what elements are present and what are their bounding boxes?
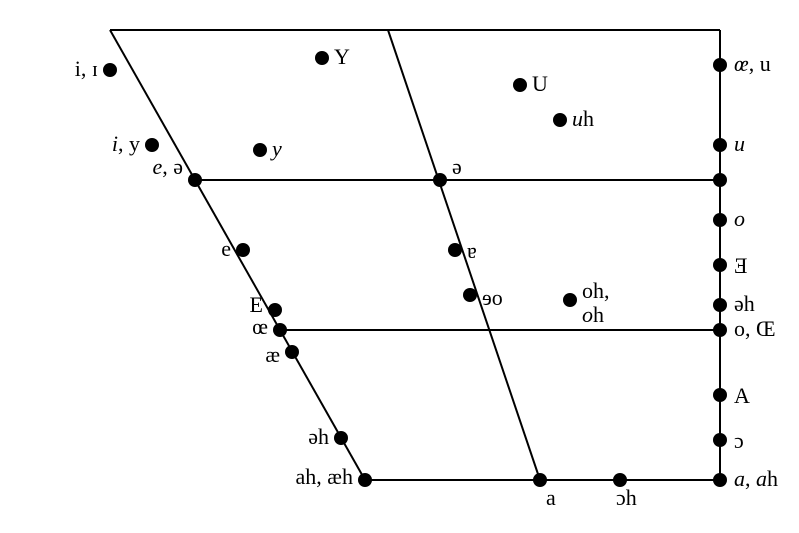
- point-R_oe_u: [713, 58, 727, 72]
- vowel-chart: i, ɪi, ye, əeEœæəhah, æhYyəɐɘoUuhoh,ohaɔ…: [0, 0, 799, 533]
- label-oh_pair: oh,: [582, 278, 610, 303]
- point-R_open_o: [713, 433, 727, 447]
- point-R_A: [713, 388, 727, 402]
- point-U: [513, 78, 527, 92]
- point-yital: [253, 143, 267, 157]
- label-R_open_o: ɔ: [734, 428, 744, 453]
- label-R_o_OE: o, Œ: [734, 316, 776, 341]
- point-schwah: [334, 431, 348, 445]
- data-points: [103, 51, 727, 487]
- point-turned_a: [448, 243, 462, 257]
- label-yital: y: [270, 136, 282, 161]
- label-schwa: ə: [452, 154, 462, 179]
- point-e: [236, 243, 250, 257]
- point-rev_eo: [463, 288, 477, 302]
- label-U: U: [532, 71, 548, 96]
- label-eschwa: e, ə: [152, 154, 183, 179]
- label-R_u_it: u: [734, 131, 745, 156]
- point-i_I: [103, 63, 117, 77]
- label-iy: i, y: [112, 131, 140, 156]
- label2-oh_pair: oh: [582, 302, 604, 327]
- point-R_revE: [713, 258, 727, 272]
- label-e: e: [221, 236, 231, 261]
- point-eschwa: [188, 173, 202, 187]
- label-i_I: i, ɪ: [75, 56, 98, 81]
- label-turned_a: ɐ: [467, 238, 477, 263]
- label-R_o_it: o: [734, 206, 745, 231]
- label-ae: æ: [265, 342, 280, 367]
- label-schwah: əh: [308, 424, 329, 449]
- point-ae: [285, 345, 299, 359]
- label-R_A: A: [734, 383, 750, 408]
- label-R_revE: Ǝ: [734, 253, 747, 278]
- point-oe: [273, 323, 287, 337]
- point-iy: [145, 138, 159, 152]
- label-uh_it: uh: [572, 106, 594, 131]
- label-Y: Y: [334, 44, 350, 69]
- point-schwa: [433, 173, 447, 187]
- point-R_o_OE: [713, 323, 727, 337]
- label-R_a_ah: a, ah: [734, 466, 778, 491]
- point-R_schwah: [713, 298, 727, 312]
- label-open_oh: ɔh: [616, 485, 637, 510]
- point-oh_pair: [563, 293, 577, 307]
- frame-lines: [110, 30, 720, 480]
- point-R_a_ah: [713, 473, 727, 487]
- label-a_low: a: [546, 485, 556, 510]
- point-R_edge_top: [713, 173, 727, 187]
- point-R_u_it: [713, 138, 727, 152]
- label-R_oe_u: œ, u: [734, 51, 771, 76]
- point-a_low: [533, 473, 547, 487]
- point-uh_it: [553, 113, 567, 127]
- point-E: [268, 303, 282, 317]
- label-oe: œ: [252, 314, 268, 339]
- point-Y: [315, 51, 329, 65]
- point-ah_aeh: [358, 473, 372, 487]
- label-rev_eo: ɘo: [482, 285, 503, 310]
- point-R_o_it: [713, 213, 727, 227]
- point-labels: i, ɪi, ye, əeEœæəhah, æhYyəɐɘoUuhoh,ohaɔ…: [75, 44, 778, 510]
- label-ah_aeh: ah, æh: [296, 464, 353, 489]
- label-R_schwah: əh: [734, 291, 755, 316]
